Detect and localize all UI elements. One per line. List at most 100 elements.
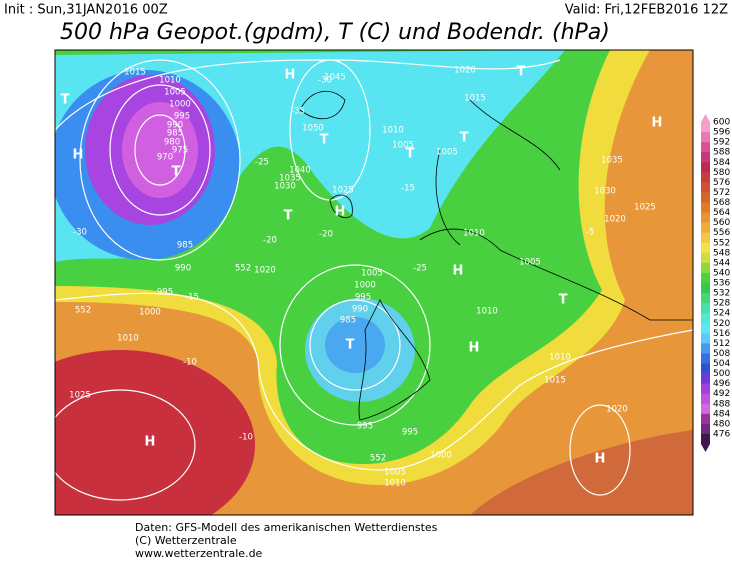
pressure-center: T <box>172 165 181 180</box>
contour-label: 1020 <box>254 266 276 276</box>
footer-line: (C) Wetterzentrale <box>135 534 237 547</box>
map-title: 500 hPa Geopot.(gpdm), T (C) und Bodendr… <box>60 20 610 45</box>
colorbar-label: 504 <box>713 359 730 369</box>
colorbar-cell <box>701 293 710 304</box>
colorbar-label: 524 <box>713 309 730 319</box>
contour-label: 985 <box>177 241 193 251</box>
colorbar-label: 516 <box>713 329 730 339</box>
contour-label: 970 <box>157 153 173 163</box>
colorbar-label: 484 <box>713 409 730 419</box>
colorbar-label: 568 <box>713 198 730 208</box>
contour-label: 1000 <box>169 100 191 110</box>
pressure-center: H <box>469 341 480 356</box>
colorbar-cell <box>701 162 710 173</box>
contour-label: 990 <box>175 264 191 274</box>
colorbar-cell <box>701 383 710 394</box>
colorbar-label: 508 <box>713 349 730 359</box>
contour-label: -20 <box>263 236 277 246</box>
contour-label: 995 <box>157 288 173 298</box>
colorbar-label: 520 <box>713 319 730 329</box>
colorbar-cell <box>701 393 710 405</box>
pressure-center: T <box>559 293 568 308</box>
contour-label: 975 <box>172 146 188 156</box>
colorbar-cell <box>701 262 710 274</box>
colorbar-label: 492 <box>713 389 730 399</box>
contour-label: 1010 <box>463 229 485 239</box>
colorbar-cell <box>701 333 710 344</box>
map-frame <box>54 49 694 516</box>
pressure-center: H <box>145 435 156 450</box>
colorbar-label: 584 <box>713 158 730 168</box>
contour-label: 1010 <box>476 307 498 317</box>
pressure-center: T <box>460 131 469 146</box>
contour-label: -10 <box>183 358 197 368</box>
colorbar-label: 500 <box>713 369 730 379</box>
colorbar-label: 528 <box>713 299 730 309</box>
contour-label: 1010 <box>384 479 406 489</box>
contour-label: 1020 <box>454 66 476 76</box>
contour-label: 1005 <box>361 269 383 279</box>
colorbar-arrow <box>701 114 710 122</box>
contour-label: 552 <box>235 264 251 274</box>
colorbar-cell <box>701 423 710 435</box>
contour-label: 1025 <box>332 186 354 196</box>
pressure-center: T <box>284 209 293 224</box>
colorbar-label: 512 <box>713 339 730 349</box>
contour-label: -35 <box>291 107 305 117</box>
colorbar-cell <box>701 283 710 294</box>
contour-label: 1000 <box>139 308 161 318</box>
colorbar-cell <box>701 403 710 415</box>
colorbar-cell <box>701 323 710 334</box>
valid-time: Valid: Fri,12FEB2016 12Z <box>565 3 728 18</box>
contour-label: 1000 <box>430 451 452 461</box>
colorbar-cell <box>701 353 710 364</box>
contour-label: 1030 <box>594 187 616 197</box>
contour-label: 1025 <box>634 203 656 213</box>
colorbar-cell <box>701 252 710 264</box>
contour-label: 995 <box>357 422 373 432</box>
contour-label: 1010 <box>549 353 571 363</box>
colorbar-label: 532 <box>713 289 730 299</box>
contour-label: -25 <box>413 264 427 274</box>
colorbar-cell <box>701 232 710 244</box>
contour-label: 1040 <box>289 166 311 176</box>
contour-label: 1020 <box>604 215 626 225</box>
colorbar-label: 548 <box>713 248 730 258</box>
contour-label: 1035 <box>601 156 623 166</box>
colorbar-label: 544 <box>713 258 730 268</box>
contour-label: 1005 <box>164 88 186 98</box>
colorbar-cell <box>701 152 710 163</box>
contour-label: 1015 <box>544 376 566 386</box>
colorbar-cell <box>701 433 710 445</box>
contour-label: 552 <box>370 454 386 464</box>
colorbar-cell <box>701 363 710 374</box>
contour-label: 1050 <box>302 124 324 134</box>
colorbar-label: 556 <box>713 228 730 238</box>
contour-label: 1020 <box>606 405 628 415</box>
colorbar-label: 476 <box>713 429 730 439</box>
colorbar-label: 480 <box>713 419 730 429</box>
contour-label: 985 <box>167 129 183 139</box>
contour-label: 985 <box>340 316 356 326</box>
colorbar-cell <box>701 122 710 133</box>
pressure-center: H <box>285 68 296 83</box>
colorbar-label: 596 <box>713 128 730 138</box>
contour-label: -30 <box>73 228 87 238</box>
contour-label: 995 <box>355 293 371 303</box>
pressure-center: T <box>517 65 526 80</box>
contour-label: 1010 <box>159 76 181 86</box>
pressure-center: T <box>346 338 355 353</box>
contour-label: 1005 <box>392 141 414 151</box>
colorbar-cell <box>701 132 710 143</box>
footer-line: www.wetterzentrale.de <box>135 547 263 560</box>
colorbar-cell <box>701 242 710 254</box>
pressure-center: T <box>320 133 329 148</box>
contour-label: 1025 <box>69 391 91 401</box>
colorbar-cell <box>701 192 710 203</box>
colorbar-label: 600 <box>713 118 730 128</box>
contour-label: 1010 <box>382 126 404 136</box>
colorbar-label: 540 <box>713 268 730 278</box>
colorbar-cell <box>701 413 710 425</box>
